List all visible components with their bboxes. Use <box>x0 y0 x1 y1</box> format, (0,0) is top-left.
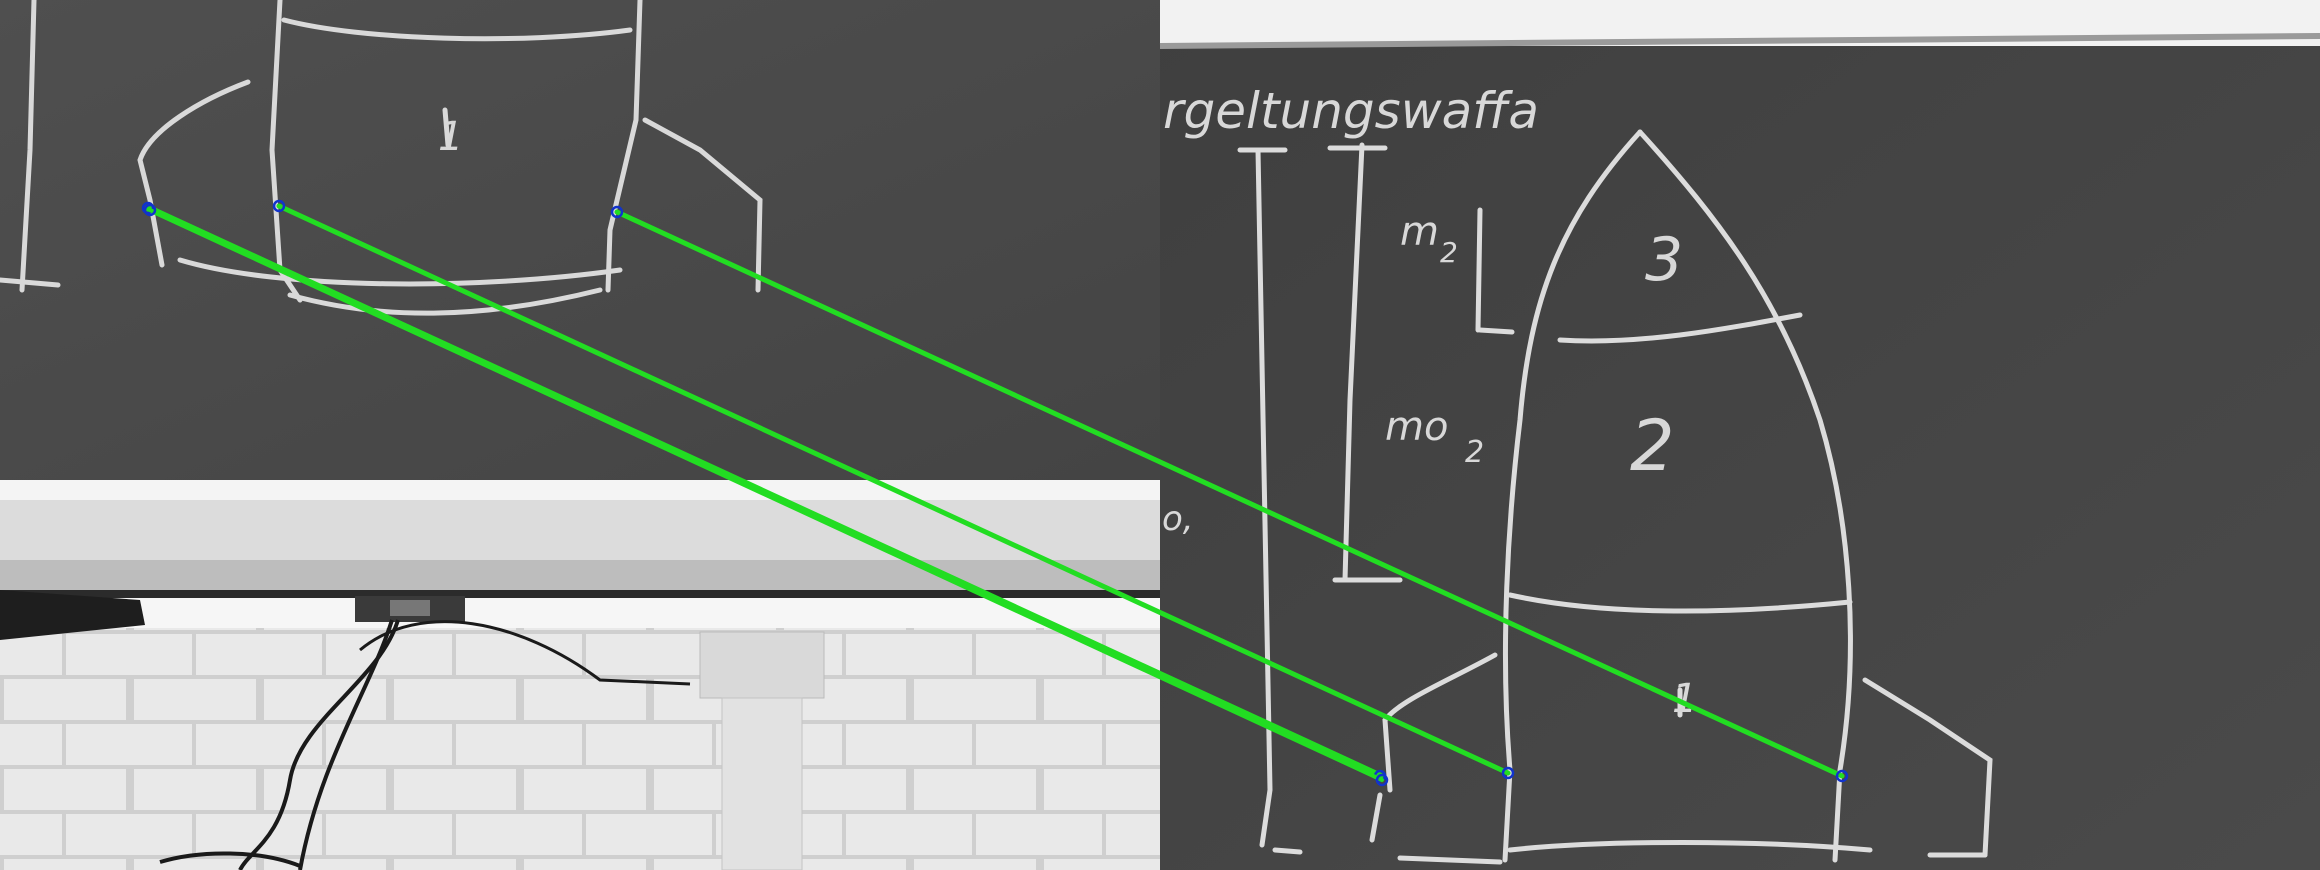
right-photo: rgeltungswaffa m 2 mo <box>1159 0 2320 870</box>
right-title-text: rgeltungswaffa <box>1163 82 1539 140</box>
mass-label-mo: mo <box>1385 404 1448 450</box>
mass-subscript-2b: 2 <box>1465 435 1484 470</box>
chalkboard-right <box>1160 0 2320 870</box>
match-line-4 <box>614 209 1845 779</box>
left-stage-number-1: 1 <box>438 114 463 160</box>
match-endpoint-4-left <box>610 205 624 219</box>
chalk-tray-lip <box>0 480 1160 500</box>
match-endpoint-3-left <box>272 199 286 213</box>
match-line-3 <box>276 203 1511 776</box>
right-stage-number-3: 3 <box>1645 225 1683 295</box>
left-photo: 1 <box>0 0 1160 870</box>
right-stage-number-2: 2 <box>1630 405 1675 487</box>
rocket-drawing-right <box>1237 129 1993 865</box>
match-line-2 <box>148 208 1384 782</box>
chalk-tray <box>0 500 1160 560</box>
match-endpoint-2-left <box>143 203 157 217</box>
match-endpoint-1-left <box>141 201 155 215</box>
conduit <box>721 697 803 870</box>
right-partial-text: o, <box>1162 499 1194 539</box>
mass-subscript-2: 2 <box>1440 236 1458 269</box>
match-endpoint-2-right <box>1375 773 1389 787</box>
mass-label-m: m <box>1400 209 1439 255</box>
eraser <box>0 590 145 640</box>
match-lines <box>141 199 1849 787</box>
match-endpoint-3-right <box>1501 766 1515 780</box>
wall-box <box>699 631 825 699</box>
chalkboard-left <box>0 0 1160 480</box>
match-endpoint-4-right <box>1835 769 1849 783</box>
